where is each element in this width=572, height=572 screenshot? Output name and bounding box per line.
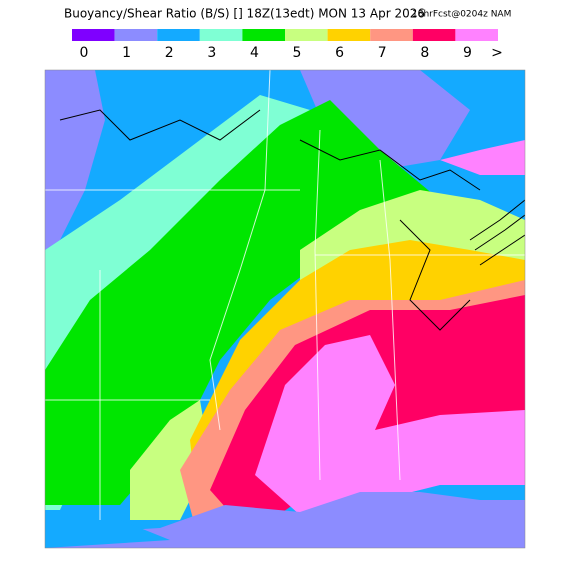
- region: [440, 140, 525, 175]
- state-line: [314, 129, 321, 481]
- contour: [469, 199, 525, 241]
- contour: [474, 214, 525, 251]
- legend-swatch: [327, 29, 371, 41]
- contour: [479, 234, 525, 266]
- legend-swatch: [285, 29, 328, 41]
- subtitle: 18hrFcst@0204z NAM: [412, 10, 511, 20]
- map: [44, 69, 526, 549]
- legend-swatch: [199, 29, 243, 41]
- title: Buoyancy/Shear Ratio (B/S) [] 18Z(13edt)…: [64, 7, 425, 21]
- region: [45, 70, 105, 250]
- legend-label: 2: [165, 45, 174, 61]
- region: [45, 520, 170, 548]
- legend-label: 9: [463, 45, 472, 61]
- legend-label: 5: [293, 45, 302, 61]
- state-line: [379, 159, 401, 481]
- legend-label: >: [491, 45, 503, 61]
- legend-label: 0: [80, 45, 89, 61]
- legend-swatch: [157, 29, 200, 41]
- map-frame: [44, 69, 526, 549]
- region: [45, 100, 440, 505]
- legend-label: 4: [250, 45, 259, 61]
- legend-label: 1: [122, 45, 131, 61]
- legend-swatch: [114, 29, 158, 41]
- region: [45, 492, 525, 548]
- legend-label: 3: [207, 45, 216, 61]
- legend-swatch: [455, 29, 498, 41]
- legend-swatch: [72, 29, 115, 41]
- region: [255, 335, 525, 515]
- contour: [299, 139, 481, 191]
- legend-swatch: [242, 29, 285, 41]
- legend-label: 8: [420, 45, 429, 61]
- legend-swatch: [370, 29, 413, 41]
- legend: 0 1 2 3 4 5 6 7 8 9 >: [72, 29, 503, 61]
- contour: [399, 219, 471, 331]
- legend-swatch: [412, 29, 456, 41]
- legend-label: 6: [335, 45, 344, 61]
- legend-label: 7: [378, 45, 387, 61]
- state-line: [209, 70, 271, 431]
- contour: [59, 109, 261, 141]
